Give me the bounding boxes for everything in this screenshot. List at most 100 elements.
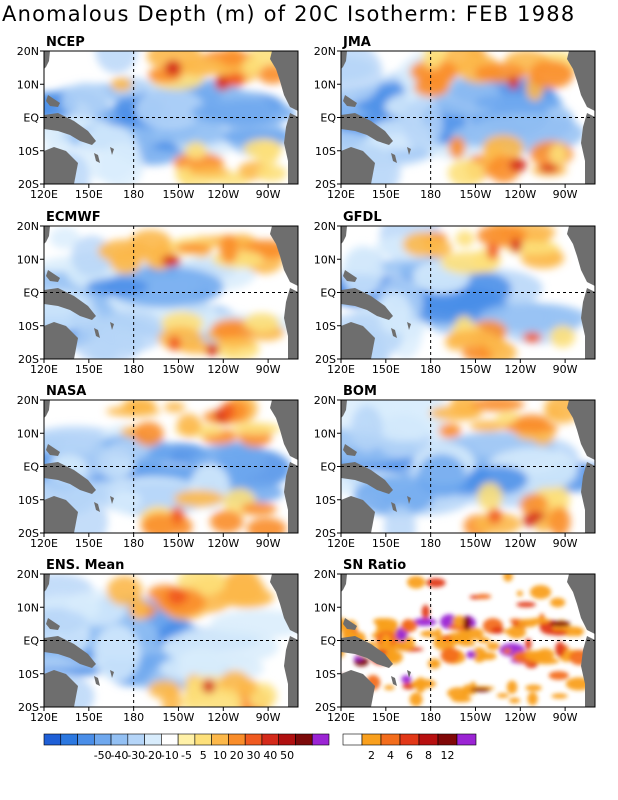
y-tick-label: 10N — [314, 601, 336, 614]
colorbar-label: -40 — [110, 749, 128, 762]
colorbar-swatch — [311, 733, 330, 746]
anomaly-field — [341, 226, 595, 359]
colorbar-swatch — [228, 733, 246, 746]
y-tick-label: 10N — [314, 427, 336, 440]
y-tick-label: 20S — [18, 178, 39, 191]
y-tick-label: EQ — [23, 635, 39, 648]
colorbar-label: -20 — [144, 749, 162, 762]
colorbar-label: 40 — [263, 749, 277, 762]
x-tick-label: 180 — [123, 537, 144, 550]
x-tick-label: 120W — [504, 363, 536, 376]
x-tick-label: 90W — [256, 711, 281, 724]
panel-title: SN Ratio — [343, 558, 406, 573]
y-tick-label: 20N — [314, 568, 336, 581]
anomaly-colorbar: -50-40-30-20-10 -5 5 10 20 30 40 50 — [43, 733, 330, 762]
x-tick-label: 180 — [123, 711, 144, 724]
y-tick-label: EQ — [320, 287, 336, 300]
panel-ncep: NCEP 120E 150E 180 150W 120W 90W 20N 10N EQ 10S 20S — [17, 35, 299, 201]
x-tick-label: 180 — [123, 188, 144, 201]
colorbar-swatch — [93, 733, 112, 746]
anomaly-field — [44, 51, 298, 184]
colorbar-swatch — [456, 733, 477, 746]
y-tick-label: 20S — [315, 527, 336, 540]
x-tick-label: 120E — [30, 537, 58, 550]
panel-title: BOM — [343, 384, 377, 399]
x-tick-label: 150E — [75, 188, 103, 201]
x-tick-label: 120E — [327, 537, 355, 550]
panel-title: ENS. Mean — [46, 558, 124, 573]
x-tick-label: 90W — [553, 363, 578, 376]
x-tick-label: 120E — [327, 188, 355, 201]
colorbar-swatch — [110, 733, 129, 746]
x-tick-label: 180 — [420, 188, 441, 201]
colorbar-label: 4 — [387, 749, 394, 762]
y-tick-label: 10S — [315, 668, 336, 681]
y-tick-label: EQ — [320, 112, 336, 125]
y-tick-label: EQ — [320, 461, 336, 474]
sn-colorbar: 2 4 6 8 12 — [342, 733, 477, 762]
panel-title: GFDL — [343, 210, 382, 225]
colorbar-swatch — [161, 733, 179, 746]
y-tick-label: 10N — [314, 78, 336, 91]
x-tick-label: 150W — [163, 188, 195, 201]
x-tick-label: 120E — [327, 363, 355, 376]
y-tick-label: 10S — [18, 320, 39, 333]
colorbar-label: 6 — [406, 749, 413, 762]
panel-ens-mean: ENS. Mean 120E 150E 180 150W 120W 90W 20N 10N EQ 1… — [17, 558, 299, 724]
y-tick-label: 10S — [315, 145, 336, 158]
colorbar-label: 10 — [213, 749, 227, 762]
y-tick-label: 10N — [17, 78, 39, 91]
y-tick-label: 10S — [315, 320, 336, 333]
y-tick-label: 10N — [17, 253, 39, 266]
colorbar-swatch — [60, 733, 78, 746]
x-tick-label: 180 — [123, 363, 144, 376]
x-tick-label: 150W — [460, 363, 492, 376]
y-tick-label: 10S — [18, 145, 39, 158]
land-mask — [44, 400, 298, 533]
x-tick-label: 150E — [372, 363, 400, 376]
y-tick-label: 10N — [17, 601, 39, 614]
anomaly-field — [44, 400, 298, 533]
x-tick-label: 90W — [256, 188, 281, 201]
anomaly-field — [44, 226, 298, 359]
colorbar-label: -50 — [94, 749, 112, 762]
panel-nasa: NASA 120E 150E 180 150W 120W 90W 20N 10N EQ 10S 20S — [17, 384, 299, 550]
x-tick-label: 120E — [30, 363, 58, 376]
y-tick-label: EQ — [23, 287, 39, 300]
colorbar-swatch — [278, 733, 296, 746]
x-tick-label: 90W — [553, 188, 578, 201]
x-tick-label: 150W — [163, 537, 195, 550]
colorbar-swatch — [43, 733, 62, 746]
y-tick-label: 20N — [17, 568, 39, 581]
x-tick-label: 120E — [30, 711, 58, 724]
y-tick-label: 10S — [18, 668, 39, 681]
x-tick-label: 120W — [207, 188, 239, 201]
y-tick-label: 20N — [314, 220, 336, 233]
y-tick-label: 20N — [17, 45, 39, 58]
x-tick-label: 150E — [372, 188, 400, 201]
colorbar-swatch — [127, 733, 145, 746]
y-tick-label: 20S — [18, 353, 39, 366]
panel-sn-ratio: SN Ratio 120E 150E 180 150W 120W 90W 20N 10N EQ 10… — [314, 558, 596, 724]
x-tick-label: 150E — [75, 537, 103, 550]
y-tick-label: 20N — [17, 220, 39, 233]
x-tick-label: 120W — [504, 537, 536, 550]
colorbar-label: -10 — [161, 749, 179, 762]
y-tick-label: 20S — [18, 701, 39, 714]
panel-bom: BOM 120E 150E 180 150W 120W 90W 20N 10N EQ 10S 20S — [314, 384, 596, 550]
y-tick-label: 20S — [315, 178, 336, 191]
x-tick-label: 120W — [207, 363, 239, 376]
x-tick-label: 120W — [504, 188, 536, 201]
x-tick-label: 90W — [256, 363, 281, 376]
x-tick-label: 120W — [207, 711, 239, 724]
y-tick-label: EQ — [23, 461, 39, 474]
colorbar-label: 2 — [368, 749, 375, 762]
colorbar-label: 50 — [280, 749, 294, 762]
panel-title: NCEP — [46, 35, 85, 50]
land-mask — [341, 51, 595, 184]
colorbar-label: -5 — [181, 749, 192, 762]
x-tick-label: 150E — [372, 537, 400, 550]
colorbar-swatch — [437, 733, 458, 746]
y-tick-label: EQ — [320, 635, 336, 648]
